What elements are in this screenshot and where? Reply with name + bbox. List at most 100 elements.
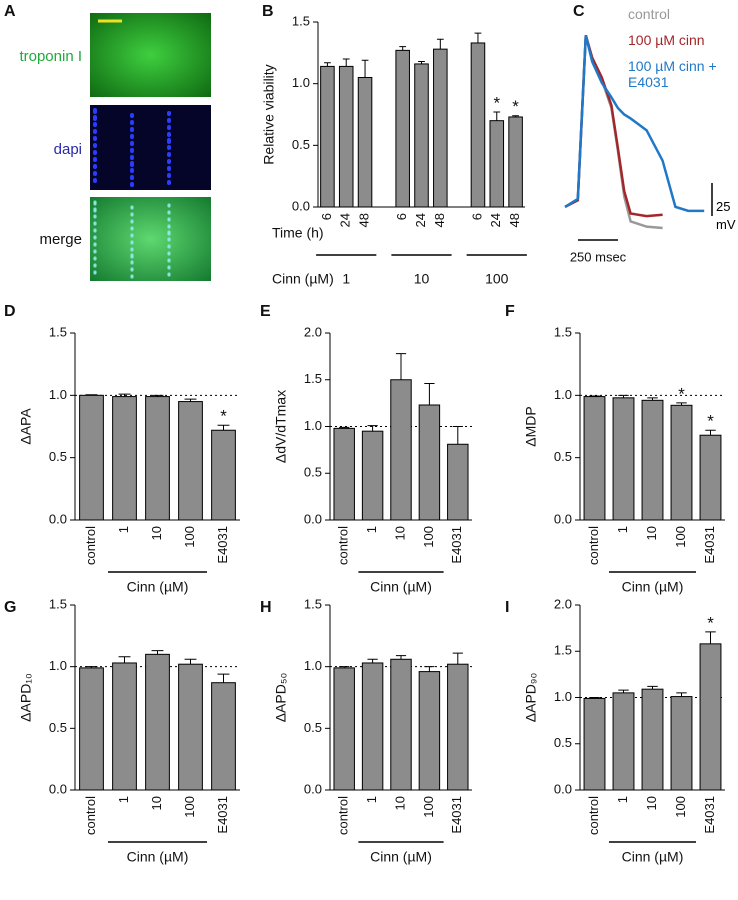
nucleus: [93, 257, 97, 261]
bar: [670, 404, 693, 521]
bar: [489, 120, 505, 208]
y-tick-label: 1.5: [554, 324, 572, 339]
nucleus: [93, 165, 97, 169]
y-axis-title: Relative viability: [261, 64, 277, 164]
error-bar: [618, 689, 629, 693]
image-label: dapi: [54, 141, 82, 158]
panel-letter: F: [505, 303, 515, 320]
error-bar: [647, 685, 658, 690]
bar: [390, 658, 412, 791]
legend: control 100 µM cinn 100 µM cinn + E4031: [628, 6, 734, 100]
nucleus: [130, 135, 134, 139]
bar: [447, 443, 469, 521]
y-tick-label: 1.5: [49, 596, 67, 611]
nucleus: [130, 268, 134, 272]
y-tick-label: 1.5: [304, 371, 322, 386]
error-bar: [589, 697, 600, 699]
error-bar: [118, 393, 131, 397]
error-bar: [424, 666, 435, 672]
error-bar: [367, 425, 378, 432]
bar: [320, 65, 335, 208]
bar: [79, 394, 104, 521]
nucleus: [130, 248, 134, 252]
x-tick-label: E4031: [449, 796, 464, 834]
nucleus: [167, 266, 171, 270]
nucleus: [93, 250, 97, 254]
y-tick-label: 1.5: [554, 643, 572, 658]
bar: [470, 42, 486, 208]
dapi-image: [90, 105, 211, 190]
nucleus: [93, 151, 97, 155]
nucleus: [167, 112, 171, 116]
error-bar: [339, 426, 350, 429]
y-tick-label: 0.0: [49, 511, 67, 526]
significance-mark: *: [493, 94, 500, 113]
nucleus: [93, 179, 97, 183]
panel-letter: H: [260, 599, 272, 616]
nucleus: [130, 176, 134, 180]
significance-mark: *: [707, 412, 714, 431]
x-tick-label: 10: [644, 796, 659, 810]
bar: [361, 662, 384, 791]
nucleus: [93, 144, 97, 148]
nucleus: [93, 158, 97, 162]
x-tick-label: control: [83, 796, 98, 835]
y-tick-label: 0.0: [49, 781, 67, 796]
bar: [211, 429, 236, 521]
bar: [390, 379, 412, 521]
error-bar: [118, 656, 131, 663]
nucleus: [93, 229, 97, 233]
nucleus: [167, 204, 171, 208]
bar: [699, 434, 722, 521]
y-tick-label: 0.0: [292, 198, 310, 213]
error-bar: [676, 692, 687, 697]
y-tick-label: 0.5: [304, 465, 322, 480]
y-tick-label: 0.5: [49, 449, 67, 464]
group-label: 10: [414, 271, 430, 287]
group-axis-title: Cinn (µM): [272, 271, 334, 287]
nucleus: [93, 243, 97, 247]
x-tick-label: 1: [615, 796, 630, 803]
error-bar: [367, 658, 378, 663]
error-bar: [395, 353, 407, 380]
y-tick-label: 2.0: [554, 596, 572, 611]
y-tick-label: 0.0: [304, 511, 322, 526]
x-tick-label: control: [336, 526, 351, 565]
error-bar: [418, 60, 425, 64]
bar: [641, 399, 664, 521]
bar: [357, 77, 373, 208]
y-tick-label: 1.0: [49, 658, 67, 673]
error-bar: [217, 424, 230, 431]
nucleus: [93, 117, 97, 121]
x-tick-label: 1: [364, 796, 379, 803]
nucleus: [130, 227, 134, 231]
x-tick-label: 1: [615, 526, 630, 533]
error-bar: [618, 394, 629, 398]
nucleus: [167, 167, 171, 171]
y-tick-label: 0.0: [304, 781, 322, 796]
error-bar: [361, 59, 369, 78]
bar: [418, 671, 441, 791]
x-tick-label: 1: [116, 796, 131, 803]
group-label: 100: [485, 271, 509, 287]
y-tick-label: 0.5: [304, 720, 322, 735]
scale-label: 25 mV: [716, 199, 736, 232]
nucleus: [167, 225, 171, 229]
bar: [211, 682, 236, 791]
nucleus: [130, 220, 134, 224]
nucleus: [130, 149, 134, 153]
nucleus: [93, 215, 97, 219]
x-tick-label: 1: [364, 526, 379, 533]
bar: [414, 63, 429, 208]
error-bar: [184, 398, 197, 402]
error-bar: [705, 429, 716, 436]
panel-letter: D: [4, 303, 16, 320]
y-axis-title: ΔAPA: [18, 408, 34, 445]
x-axis-title: Time (h): [272, 225, 324, 241]
y-axis-title: ΔMDP: [523, 406, 539, 446]
x-tick-label: 10: [392, 796, 407, 810]
nucleus: [93, 137, 97, 141]
significance-mark: *: [220, 407, 227, 426]
nucleus: [93, 110, 97, 114]
